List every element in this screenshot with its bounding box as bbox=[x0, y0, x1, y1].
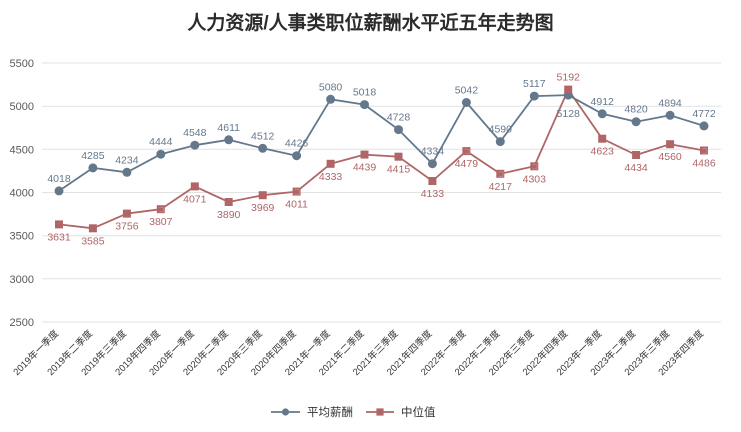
svg-text:3500: 3500 bbox=[10, 231, 34, 243]
svg-text:4611: 4611 bbox=[217, 122, 240, 134]
svg-text:4728: 4728 bbox=[387, 112, 411, 124]
svg-text:4548: 4548 bbox=[183, 127, 207, 139]
svg-text:中位值: 中位值 bbox=[401, 405, 436, 419]
svg-text:4623: 4623 bbox=[591, 146, 615, 158]
svg-text:4415: 4415 bbox=[387, 164, 411, 176]
svg-text:4434: 4434 bbox=[624, 162, 648, 174]
svg-text:5500: 5500 bbox=[10, 58, 34, 70]
svg-text:3585: 3585 bbox=[81, 235, 105, 247]
svg-text:4479: 4479 bbox=[455, 158, 479, 170]
svg-text:平均薪酬: 平均薪酬 bbox=[307, 406, 353, 419]
svg-text:5192: 5192 bbox=[557, 72, 581, 84]
svg-text:4018: 4018 bbox=[47, 173, 71, 185]
svg-text:4000: 4000 bbox=[10, 188, 34, 200]
svg-text:4486: 4486 bbox=[692, 158, 716, 170]
svg-text:4560: 4560 bbox=[658, 151, 682, 163]
svg-text:5042: 5042 bbox=[455, 85, 479, 97]
svg-text:4011: 4011 bbox=[285, 199, 308, 211]
svg-text:4133: 4133 bbox=[421, 188, 445, 200]
svg-text:5018: 5018 bbox=[353, 87, 377, 99]
svg-text:4590: 4590 bbox=[489, 124, 513, 136]
svg-text:5117: 5117 bbox=[523, 78, 546, 90]
svg-text:3631: 3631 bbox=[47, 231, 71, 243]
svg-text:4894: 4894 bbox=[658, 97, 682, 109]
svg-text:4439: 4439 bbox=[353, 162, 377, 174]
svg-text:4444: 4444 bbox=[149, 136, 173, 148]
svg-text:2500: 2500 bbox=[10, 317, 34, 329]
svg-text:4820: 4820 bbox=[624, 104, 648, 116]
svg-text:4071: 4071 bbox=[183, 193, 207, 205]
svg-text:5080: 5080 bbox=[319, 81, 343, 93]
svg-text:4426: 4426 bbox=[285, 138, 309, 150]
svg-text:4333: 4333 bbox=[319, 171, 343, 183]
svg-text:4772: 4772 bbox=[692, 108, 716, 120]
svg-text:4512: 4512 bbox=[251, 130, 275, 142]
svg-text:4303: 4303 bbox=[523, 173, 547, 185]
svg-text:4217: 4217 bbox=[489, 181, 513, 193]
svg-text:5000: 5000 bbox=[10, 101, 34, 113]
svg-text:4285: 4285 bbox=[81, 150, 105, 162]
svg-text:3890: 3890 bbox=[217, 209, 241, 221]
svg-text:3000: 3000 bbox=[10, 274, 34, 286]
svg-text:4912: 4912 bbox=[591, 96, 615, 108]
svg-text:3756: 3756 bbox=[115, 221, 139, 233]
svg-text:4234: 4234 bbox=[115, 154, 139, 166]
svg-text:3807: 3807 bbox=[149, 216, 173, 228]
svg-text:3969: 3969 bbox=[251, 202, 275, 214]
svg-text:4500: 4500 bbox=[10, 144, 34, 156]
svg-text:5128: 5128 bbox=[557, 108, 581, 120]
svg-text:4334: 4334 bbox=[421, 146, 445, 158]
